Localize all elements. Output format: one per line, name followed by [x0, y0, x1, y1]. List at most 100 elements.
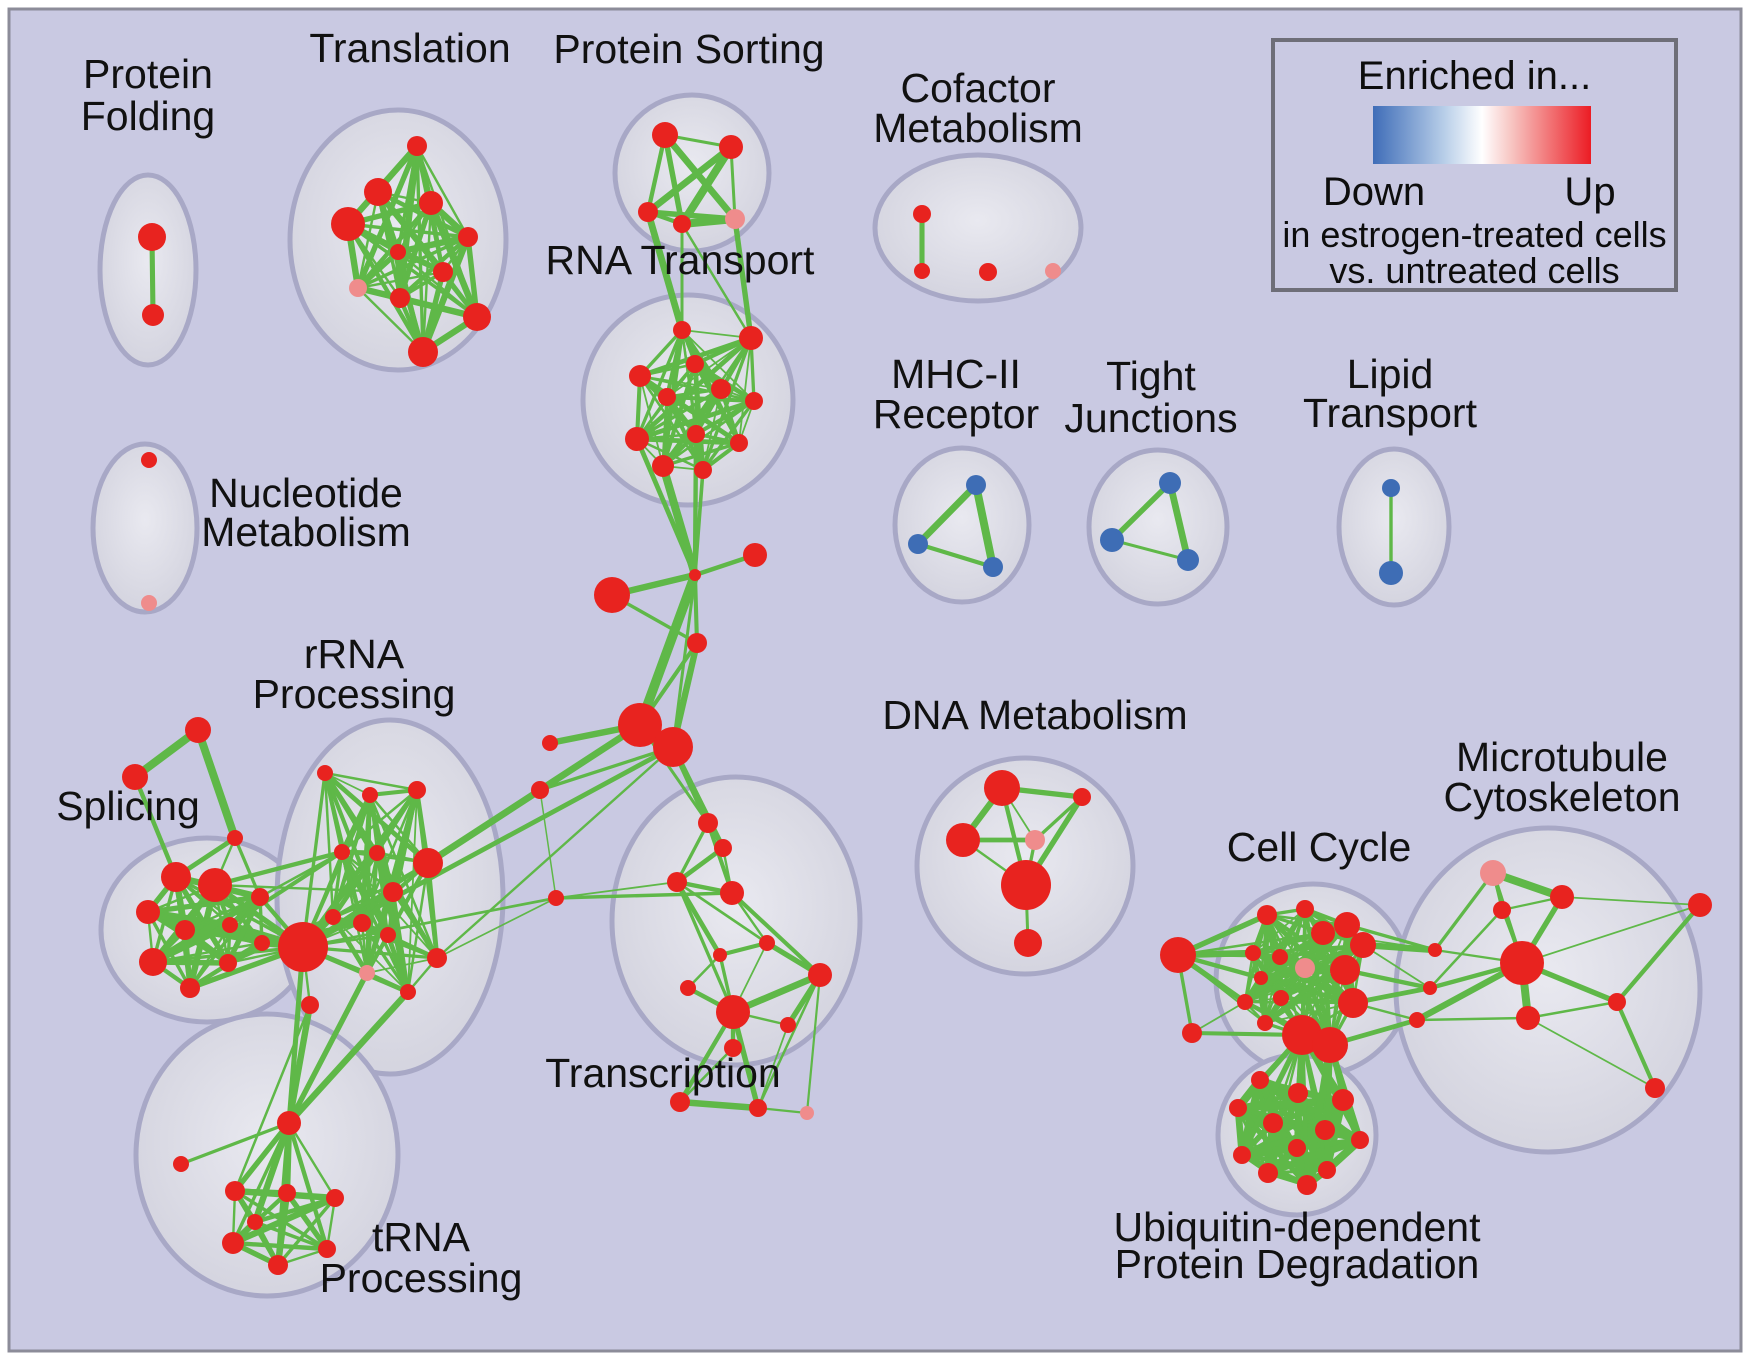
- node: [408, 781, 426, 799]
- edge: [356, 270, 445, 290]
- node: [658, 388, 676, 406]
- cluster-label-protein-folding: Folding: [81, 93, 215, 139]
- node: [1312, 1027, 1348, 1063]
- node: [913, 205, 931, 223]
- edge: [276, 1196, 337, 1267]
- edge: [661, 441, 741, 468]
- edge: [385, 932, 411, 995]
- node: [1330, 955, 1360, 985]
- edge: [674, 879, 723, 958]
- node: [278, 922, 328, 972]
- edge: [1263, 931, 1325, 1025]
- edge: [661, 131, 739, 223]
- node: [687, 425, 705, 443]
- node: [138, 223, 166, 251]
- edge: [635, 387, 723, 441]
- edge: [366, 957, 438, 974]
- edge: [331, 850, 344, 919]
- edge: [188, 895, 262, 990]
- node: [334, 844, 350, 860]
- node: [141, 595, 157, 611]
- cluster-bubble-protein-folding: [97, 172, 199, 368]
- cluster-bubble-cofactor: [872, 152, 1084, 304]
- node: [380, 927, 396, 943]
- node: [1177, 549, 1199, 571]
- cluster-label-splicing: Splicing: [56, 783, 200, 829]
- node: [594, 577, 630, 613]
- edge: [756, 973, 822, 1110]
- node: [325, 909, 341, 925]
- node: [364, 178, 392, 206]
- node: [652, 122, 678, 148]
- edge: [705, 820, 735, 896]
- node: [1025, 830, 1045, 850]
- edge: [421, 201, 433, 354]
- cluster-label-ubiquitin: Ubiquitin-dependent: [1114, 1204, 1482, 1250]
- node: [1160, 937, 1196, 973]
- edge: [539, 789, 557, 899]
- edge: [634, 398, 757, 442]
- node: [1500, 941, 1544, 985]
- node: [198, 868, 232, 902]
- node: [1493, 901, 1511, 919]
- cluster-label-nucleotide: Metabolism: [201, 509, 411, 555]
- node: [714, 839, 732, 857]
- edge: [330, 850, 380, 920]
- node: [1182, 1023, 1202, 1043]
- node: [1379, 561, 1403, 585]
- node: [687, 633, 707, 653]
- edge: [132, 774, 179, 880]
- edge: [274, 1189, 291, 1269]
- node: [1237, 994, 1253, 1010]
- node: [716, 995, 750, 1029]
- node: [141, 452, 157, 468]
- node: [362, 787, 378, 803]
- node: [173, 1156, 189, 1172]
- edge: [1300, 1033, 1329, 1172]
- edge: [1527, 1017, 1656, 1089]
- edge: [1166, 479, 1192, 564]
- cluster-bubble-nucleotide: [90, 441, 200, 615]
- cluster-label-nucleotide: Nucleotide: [209, 470, 403, 516]
- edge: [645, 132, 668, 215]
- node: [1288, 1139, 1306, 1157]
- node: [1409, 1012, 1425, 1028]
- edge: [1109, 480, 1173, 543]
- edge: [1252, 908, 1306, 954]
- cluster-label-mhc-ii: Receptor: [873, 391, 1039, 437]
- cluster-label-rrna-processing: rRNA: [304, 631, 405, 677]
- edge: [225, 894, 263, 966]
- edge: [330, 889, 396, 920]
- node: [390, 288, 410, 308]
- node: [719, 135, 743, 159]
- node: [136, 900, 160, 924]
- edge: [340, 850, 410, 994]
- node: [724, 1039, 742, 1057]
- edge: [1238, 1144, 1301, 1159]
- node: [670, 1092, 690, 1112]
- edge: [1191, 1001, 1246, 1034]
- node: [1159, 472, 1181, 494]
- cluster-label-tight-junctions: Junctions: [1064, 395, 1237, 441]
- node: [407, 136, 427, 156]
- node: [1338, 988, 1368, 1018]
- edge: [972, 481, 997, 571]
- node: [625, 427, 649, 451]
- edge: [675, 880, 769, 945]
- edge: [130, 725, 203, 782]
- cluster-bubble-protein-sorting: [612, 92, 772, 254]
- legend-up-label: Up: [1564, 170, 1616, 214]
- node: [1382, 479, 1400, 497]
- node: [1001, 860, 1051, 910]
- legend-title: Enriched in...: [1357, 54, 1592, 98]
- edge: [1303, 1041, 1334, 1189]
- node: [914, 263, 930, 279]
- edge: [301, 771, 327, 949]
- edge: [671, 573, 697, 749]
- edge: [345, 221, 426, 355]
- node: [318, 1240, 336, 1258]
- edge: [285, 988, 412, 1127]
- node: [780, 1017, 796, 1033]
- node: [713, 948, 727, 962]
